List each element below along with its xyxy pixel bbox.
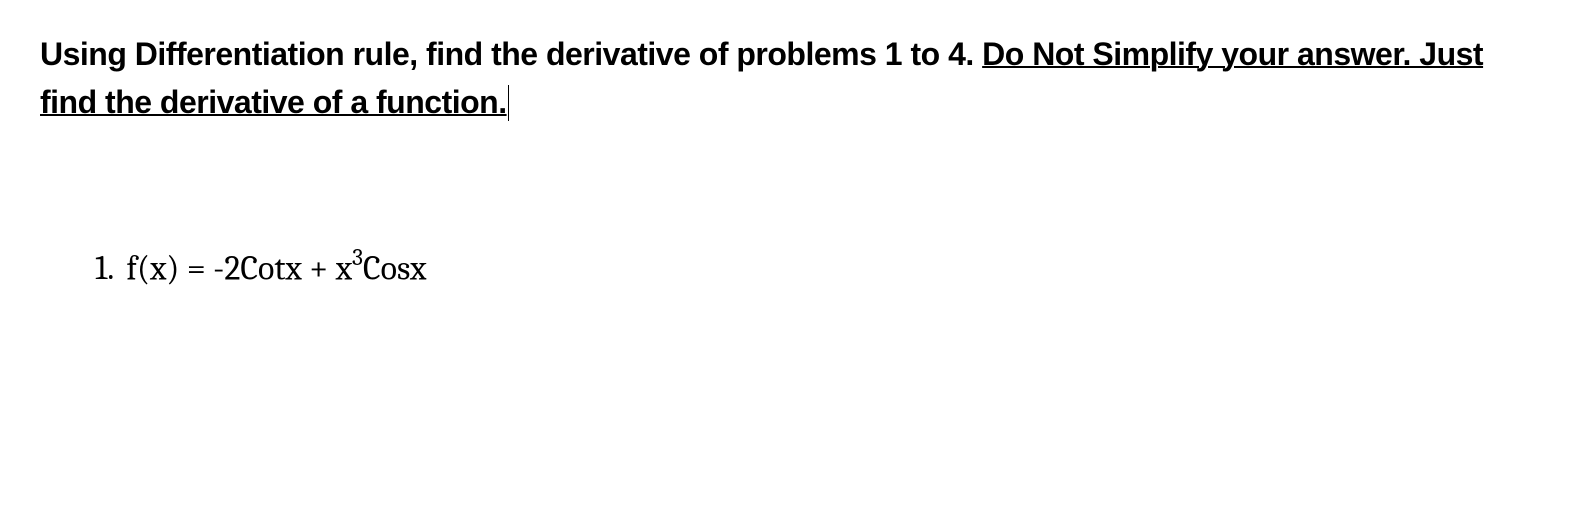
equation-exponent: 3 bbox=[352, 244, 363, 271]
problem-1: 1. f(x) = -2Cotx + x3Cosx bbox=[95, 246, 1530, 288]
problem-number: 1. bbox=[95, 248, 114, 288]
instruction-part1: Using Differentiation rule, find the der… bbox=[40, 36, 982, 72]
equation-rhs-1: -2Cotx + x bbox=[213, 248, 352, 288]
problem-area: 1. f(x) = -2Cotx + x3Cosx bbox=[40, 246, 1530, 288]
equation-rhs-2: Cosx bbox=[363, 248, 426, 288]
equation: f(x) = -2Cotx + x3Cosx bbox=[126, 246, 426, 288]
equation-lhs: f(x) = bbox=[126, 248, 213, 288]
instruction-text: Using Differentiation rule, find the der… bbox=[40, 30, 1530, 126]
text-cursor bbox=[508, 85, 509, 121]
